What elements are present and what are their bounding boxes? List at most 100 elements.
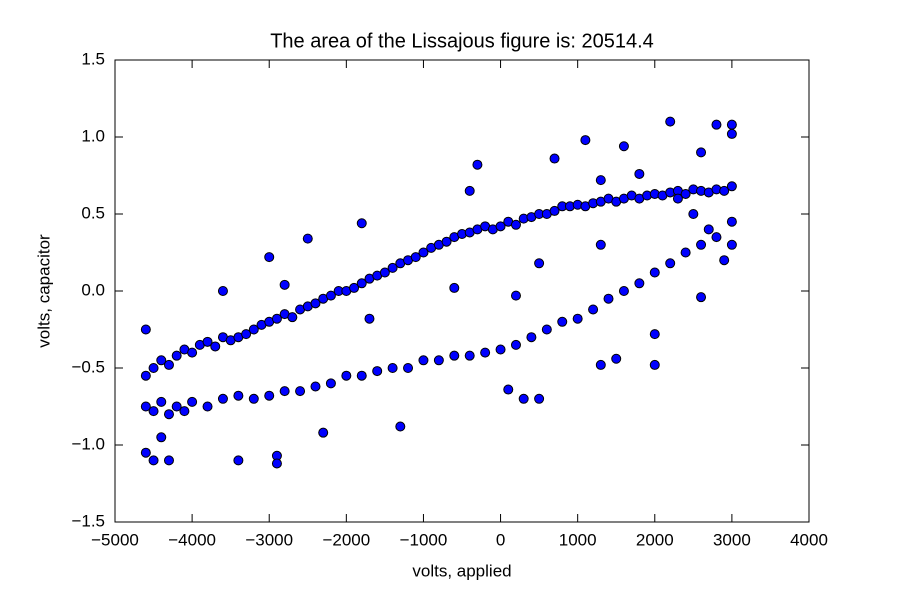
point — [264, 252, 275, 263]
point — [557, 316, 568, 327]
point — [233, 455, 244, 466]
point — [295, 386, 306, 397]
point — [696, 292, 707, 303]
point — [271, 313, 282, 324]
point — [140, 447, 151, 458]
point — [719, 255, 730, 266]
point — [356, 278, 367, 289]
x-tick-label: 4000 — [790, 530, 828, 549]
point — [156, 396, 167, 407]
point — [672, 193, 683, 204]
point — [241, 329, 252, 340]
point — [526, 332, 537, 343]
point — [464, 185, 475, 196]
point — [510, 339, 521, 350]
point — [356, 370, 367, 381]
point — [279, 386, 290, 397]
point — [441, 236, 452, 247]
point — [310, 381, 321, 392]
point — [726, 216, 737, 227]
point — [726, 181, 737, 192]
x-tick-label: −1000 — [400, 530, 448, 549]
point — [163, 409, 174, 420]
x-tick-label: 1000 — [559, 530, 597, 549]
point — [279, 279, 290, 290]
point — [410, 252, 421, 263]
point — [618, 141, 629, 152]
x-tick-label: −5000 — [91, 530, 139, 549]
point — [449, 350, 460, 361]
point — [325, 378, 336, 389]
x-tick-label: 2000 — [636, 530, 674, 549]
point — [680, 247, 691, 258]
point — [680, 188, 691, 199]
point — [518, 393, 529, 404]
point — [287, 312, 298, 323]
point — [140, 324, 151, 335]
point — [418, 355, 429, 366]
x-tick-label: −4000 — [168, 530, 216, 549]
point — [534, 258, 545, 269]
point — [480, 347, 491, 358]
x-tick-label: 3000 — [713, 530, 751, 549]
point — [649, 267, 660, 278]
point — [726, 239, 737, 250]
point — [217, 393, 228, 404]
point — [187, 347, 198, 358]
point — [387, 262, 398, 273]
point — [703, 224, 714, 235]
point — [572, 313, 583, 324]
point — [433, 355, 444, 366]
y-tick-label: 1.0 — [81, 126, 105, 145]
point — [634, 278, 645, 289]
y-tick-label: −1.5 — [71, 511, 105, 530]
point — [349, 282, 360, 293]
point — [549, 205, 560, 216]
point — [318, 427, 329, 438]
point — [202, 401, 213, 412]
point — [395, 421, 406, 432]
point — [271, 458, 282, 469]
x-axis-label: volts, applied — [412, 561, 511, 580]
point — [711, 232, 722, 243]
point — [665, 258, 676, 269]
point — [341, 370, 352, 381]
point — [264, 390, 275, 401]
point — [510, 290, 521, 301]
points — [140, 116, 737, 469]
point — [595, 239, 606, 250]
point — [503, 384, 514, 395]
point — [726, 128, 737, 139]
point — [163, 455, 174, 466]
y-tick-label: 1.5 — [81, 49, 105, 68]
point — [711, 119, 722, 130]
point — [449, 282, 460, 293]
point — [603, 293, 614, 304]
point — [171, 401, 182, 412]
point — [325, 290, 336, 301]
point — [649, 359, 660, 370]
y-tick-label: 0.0 — [81, 280, 105, 299]
point — [140, 370, 151, 381]
point — [541, 324, 552, 335]
point — [688, 209, 699, 219]
point — [171, 350, 182, 361]
point — [148, 363, 159, 373]
point — [187, 396, 198, 407]
point — [510, 219, 521, 230]
point — [202, 336, 213, 347]
chart-title: The area of the Lissajous figure is: 205… — [270, 30, 654, 52]
point — [719, 185, 730, 196]
point — [696, 147, 707, 158]
point — [233, 390, 244, 401]
point — [364, 313, 375, 324]
point — [372, 366, 383, 377]
point — [464, 350, 475, 361]
point — [310, 298, 321, 309]
point — [472, 159, 483, 170]
y-tick-label: −0.5 — [71, 357, 105, 376]
point — [580, 135, 591, 146]
x-tick-label: −2000 — [322, 530, 370, 549]
point — [217, 286, 228, 296]
